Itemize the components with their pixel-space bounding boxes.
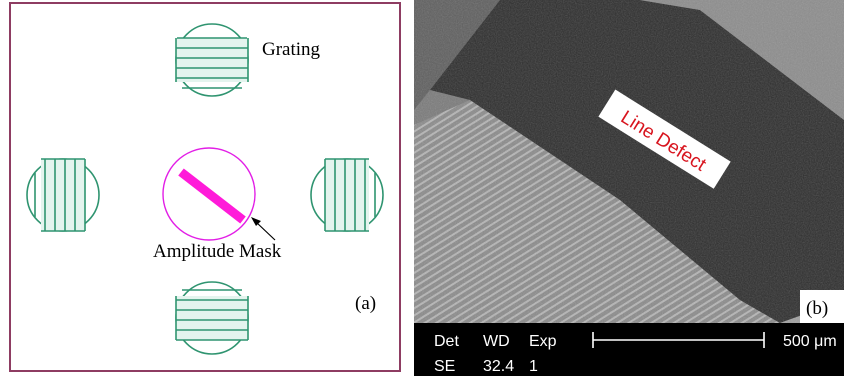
grating-right [310, 158, 384, 232]
sem-info-bar: Det WD Exp SE 32.4 1 500 μm [414, 323, 844, 376]
mask-label: Amplitude Mask [153, 241, 282, 262]
mask-arrow [251, 217, 276, 241]
grating-top [175, 23, 249, 97]
exp-label: Exp [529, 333, 557, 350]
scale-bar-label: 500 μm [783, 333, 837, 350]
wd-label: WD [483, 333, 510, 350]
det-label: Det [434, 333, 459, 350]
det-value: SE [434, 358, 455, 375]
panel-a-label: (a) [355, 293, 376, 314]
panel-a: Grating Amplitude Mask (a) [9, 2, 401, 372]
grating-left [26, 158, 100, 232]
amplitude-mask [162, 147, 256, 241]
panel-b-label-box [800, 290, 844, 323]
wd-value: 32.4 [483, 358, 514, 375]
scale-bar [592, 332, 765, 348]
panel-b: Line Defect (b) [414, 0, 844, 323]
noise-overlay [414, 0, 844, 323]
exp-value: 1 [529, 358, 538, 375]
grating-label: Grating [262, 39, 321, 60]
panel-b-label: (b) [806, 298, 828, 319]
grating-bottom [175, 281, 249, 355]
